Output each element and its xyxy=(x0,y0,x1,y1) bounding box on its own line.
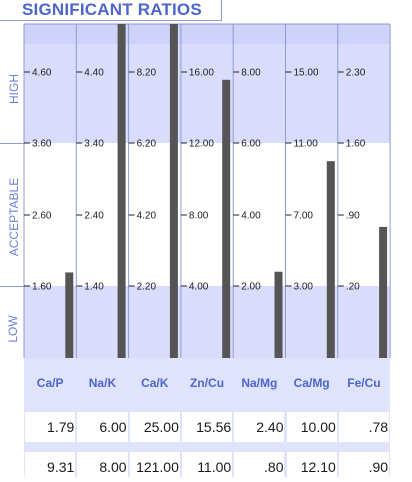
zone-divider-upper xyxy=(0,143,24,144)
tick-label: 4.00 xyxy=(241,211,261,222)
column-header-ca-p: Ca/P xyxy=(36,376,64,390)
second-value-cell: 121.00 xyxy=(129,452,180,482)
tick-label: 15.00 xyxy=(294,68,319,79)
tick-label: 11.00 xyxy=(294,139,319,150)
bar-fe-cu xyxy=(379,226,388,358)
value-cell: 10.00 xyxy=(286,412,337,442)
tick-label: 4.20 xyxy=(137,211,157,222)
tick-label: 3.60 xyxy=(32,139,52,150)
tick-label: 7.00 xyxy=(294,211,314,222)
tick-label: 16.00 xyxy=(189,68,214,79)
tick-label: 2.20 xyxy=(137,282,157,293)
bar-na-mg xyxy=(274,271,283,358)
tick-label: 6.00 xyxy=(241,139,261,150)
tick-label: 1.60 xyxy=(32,282,52,293)
tick-label: 8.20 xyxy=(137,68,157,79)
column-header-ca-k: Ca/K xyxy=(141,376,169,390)
tick-label: 2.00 xyxy=(241,282,261,293)
second-value-cell: 9.31 xyxy=(25,452,76,482)
value-cell: 6.00 xyxy=(77,412,128,442)
second-value-cell: 12.10 xyxy=(286,452,337,482)
value-cell: 2.40 xyxy=(234,412,285,442)
zone-divider-lower xyxy=(0,286,24,287)
low-zone-band xyxy=(24,286,391,358)
tick-label: 2.60 xyxy=(32,211,52,222)
tick-label: 1.60 xyxy=(346,139,366,150)
bar-zn-cu xyxy=(222,79,231,358)
tick-label: 4.60 xyxy=(32,68,52,79)
bar-ca-k xyxy=(169,24,178,358)
column-header-fe-cu: Fe/Cu xyxy=(347,376,381,390)
bar-na-k xyxy=(117,24,126,358)
tick-label: 3.00 xyxy=(294,282,314,293)
tick-label: 8.00 xyxy=(189,211,209,222)
column-header-ca-mg: Ca/Mg xyxy=(293,376,330,390)
value-cell: 15.56 xyxy=(181,412,233,442)
chart-title: SIGNIFICANT RATIOS xyxy=(22,0,202,19)
column-header-na-mg: Na/Mg xyxy=(241,376,278,390)
column-header-na-k: Na/K xyxy=(88,376,117,390)
second-value-cell: 11.00 xyxy=(181,452,233,482)
tick-label: 8.00 xyxy=(241,68,261,79)
second-value-cell: 8.00 xyxy=(77,452,128,482)
tick-label: .20 xyxy=(346,282,360,293)
tick-label: 6.20 xyxy=(137,139,157,150)
value-cell: .78 xyxy=(338,412,390,442)
tick-label: 2.30 xyxy=(346,68,366,79)
tick-label: 2.40 xyxy=(84,211,104,222)
bar-ca-mg xyxy=(326,161,335,358)
tick-label: 12.00 xyxy=(189,139,214,150)
second-value-cell: .90 xyxy=(338,452,390,482)
bar-ca-p xyxy=(65,272,74,358)
tick-label: 4.00 xyxy=(189,282,209,293)
title-divider xyxy=(221,0,222,21)
tick-label: 4.40 xyxy=(84,68,104,79)
value-cell: 25.00 xyxy=(129,412,180,442)
high-zone-top xyxy=(24,24,391,44)
value-cell: 1.79 xyxy=(25,412,76,442)
tick-label: .90 xyxy=(346,211,360,222)
column-header-zn-cu: Zn/Cu xyxy=(190,376,225,390)
second-value-cell: .80 xyxy=(234,452,285,482)
title-underline xyxy=(0,20,222,21)
tick-label: 3.40 xyxy=(84,139,104,150)
tick-label: 1.40 xyxy=(84,282,104,293)
